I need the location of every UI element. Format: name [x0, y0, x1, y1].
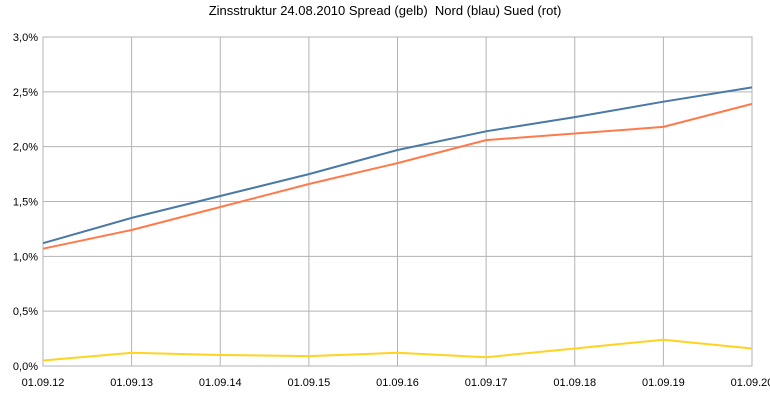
x-tick-label: 01.09.13 [110, 377, 153, 389]
x-tick-label: 01.09.16 [376, 377, 419, 389]
y-tick-label: 2,0% [13, 142, 38, 154]
series-line-2 [42, 102, 753, 250]
x-tick-label: 01.09.15 [287, 377, 330, 389]
x-tick-label: 01.09.12 [22, 377, 65, 389]
y-tick-label: 0,5% [13, 306, 38, 318]
y-tick-label: 3,0% [13, 32, 38, 44]
series-line-1 [42, 86, 753, 245]
x-tick-label: 01.09.20 [731, 377, 770, 389]
x-tick-label: 01.09.14 [199, 377, 242, 389]
x-tick-label: 01.09.19 [642, 377, 685, 389]
y-tick-label: 0,0% [13, 361, 38, 373]
x-tick-label: 01.09.18 [553, 377, 596, 389]
y-tick-label: 1,0% [13, 251, 38, 263]
y-tick-label: 2,5% [13, 87, 38, 99]
x-tick-label: 01.09.17 [465, 377, 508, 389]
y-tick-label: 1,5% [13, 197, 38, 209]
chart-title: Zinsstruktur 24.08.2010 Spread (gelb) No… [208, 3, 562, 18]
series-line-3 [42, 338, 753, 362]
plot-frame [42, 36, 753, 367]
